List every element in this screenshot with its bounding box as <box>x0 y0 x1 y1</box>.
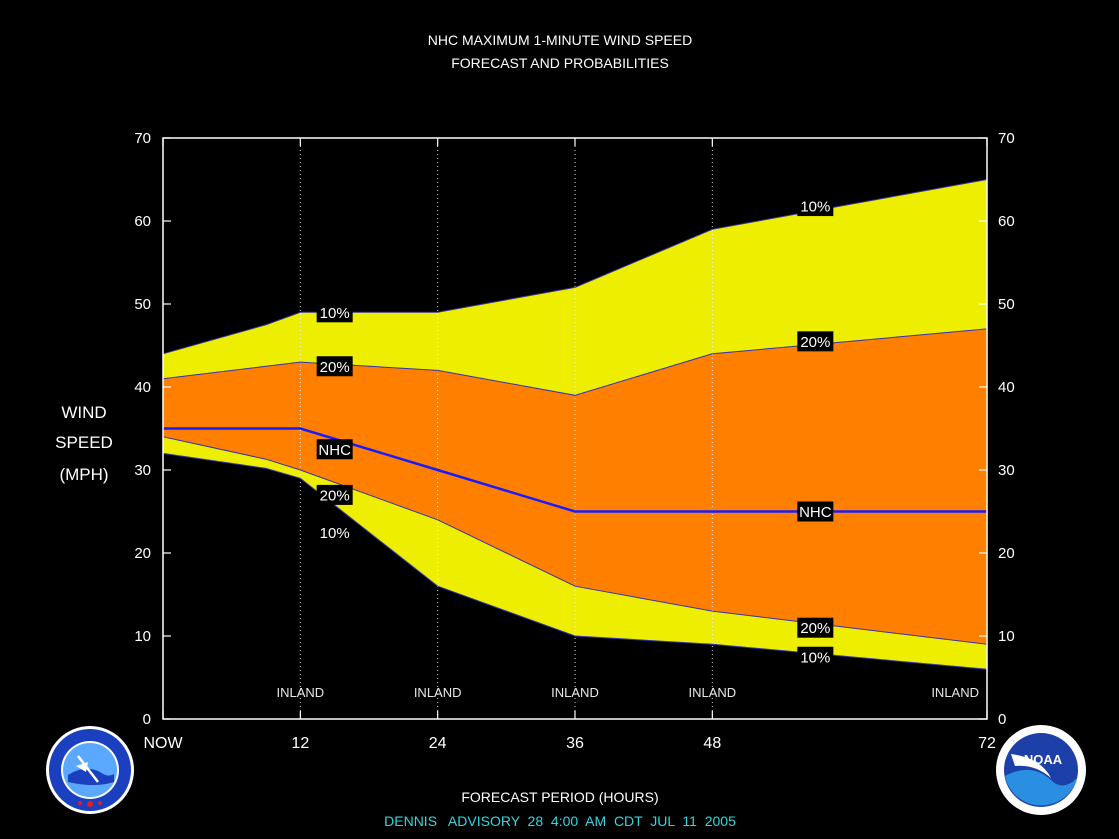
series-label-3: 20% <box>320 487 350 504</box>
inland-marker-36: INLAND <box>551 685 599 700</box>
series-label-bg-3 <box>316 484 353 505</box>
series-label-0: 10% <box>320 305 350 322</box>
series-label-4: 10% <box>320 525 350 542</box>
series-label-bg-1 <box>316 356 353 377</box>
edge-lower-10 <box>162 452 988 670</box>
x-tick-label-48: 48 <box>703 735 721 752</box>
series-label-2: NHC <box>318 442 351 459</box>
series-label-bg-4 <box>316 522 353 543</box>
chart-subtitle: FORECAST AND PROBABILITIES <box>451 55 669 71</box>
y-tick-label-right-40: 40 <box>998 379 1015 396</box>
y-tick-label-right-70: 70 <box>998 130 1015 147</box>
y-tick-label-left-10: 10 <box>134 628 151 645</box>
y-tick-label-right-60: 60 <box>998 213 1015 230</box>
series-label-bg-6 <box>797 331 834 352</box>
y-axis-label-line-1: WIND <box>61 403 106 422</box>
noaa-logo: NOAA <box>996 725 1086 815</box>
series-label-8: 20% <box>800 620 830 637</box>
y-tick-label-right-0: 0 <box>998 711 1006 728</box>
x-tick-label-24: 24 <box>429 735 447 752</box>
y-tick-label-left-40: 40 <box>134 379 151 396</box>
inland-marker-24: INLAND <box>414 685 462 700</box>
edge-upper-10 <box>162 179 988 355</box>
series-label-bg-8 <box>797 617 834 638</box>
advisory-footer: DENNIS ADVISORY 28 4:00 AM CDT JUL 11 20… <box>384 813 736 829</box>
series-label-6: 20% <box>800 334 830 351</box>
y-tick-label-left-70: 70 <box>134 130 151 147</box>
y-axis-label-line-2: SPEED <box>55 433 113 452</box>
y-tick-label-right-20: 20 <box>998 545 1015 562</box>
y-tick-label-right-50: 50 <box>998 296 1015 313</box>
series-label-5: 10% <box>800 199 830 216</box>
y-tick-label-left-60: 60 <box>134 213 151 230</box>
y-axis-label-line-3: (MPH) <box>59 465 108 484</box>
nws-logo <box>46 726 134 814</box>
inland-markers: INLAND INLAND INLAND INLAND INLAND <box>276 685 979 700</box>
y-tick-label-right-30: 30 <box>998 462 1015 479</box>
series-label-bg-9 <box>797 646 834 667</box>
x-axis-label: FORECAST PERIOD (HOURS) <box>461 789 658 805</box>
series-label-bg-5 <box>797 196 834 217</box>
nhc-forecast-line <box>163 427 987 513</box>
inland-marker-12: INLAND <box>276 685 324 700</box>
y-tick-label-left-30: 30 <box>134 462 151 479</box>
axis-ticks: 0 0 10 10 20 20 30 30 40 40 50 50 60 60 70 70 NOW 12 24 36 4… <box>134 130 1014 752</box>
series-label-1: 20% <box>320 359 350 376</box>
series-labels: 10% 20% NHC 20% 10% 10% 20% NHC 20% 10% <box>316 196 834 667</box>
inland-marker-72: INLAND <box>931 685 979 700</box>
probability-bands <box>163 179 987 670</box>
x-tick-label-12: 12 <box>291 735 309 752</box>
series-lines <box>162 179 988 670</box>
edge-lower-20 <box>162 436 988 645</box>
series-label-9: 10% <box>800 649 830 666</box>
y-tick-label-left-0: 0 <box>143 711 151 728</box>
series-label-bg-0 <box>316 302 353 323</box>
y-tick-label-left-50: 50 <box>134 296 151 313</box>
series-label-bg-7 <box>797 501 834 522</box>
series-label-7: NHC <box>799 504 832 521</box>
edge-upper-20 <box>162 328 988 396</box>
y-tick-label-left-20: 20 <box>134 545 151 562</box>
y-tick-label-right-10: 10 <box>998 628 1015 645</box>
noaa-logo-text: NOAA <box>1024 752 1063 767</box>
x-tick-label-36: 36 <box>566 735 584 752</box>
x-tick-label-72: 72 <box>978 735 996 752</box>
series-label-bg-2 <box>316 439 353 460</box>
grid-lines <box>299 138 713 719</box>
x-tick-label-NOW: NOW <box>143 735 183 752</box>
chart-title: NHC MAXIMUM 1-MINUTE WIND SPEED <box>428 32 692 48</box>
inland-marker-48: INLAND <box>688 685 736 700</box>
